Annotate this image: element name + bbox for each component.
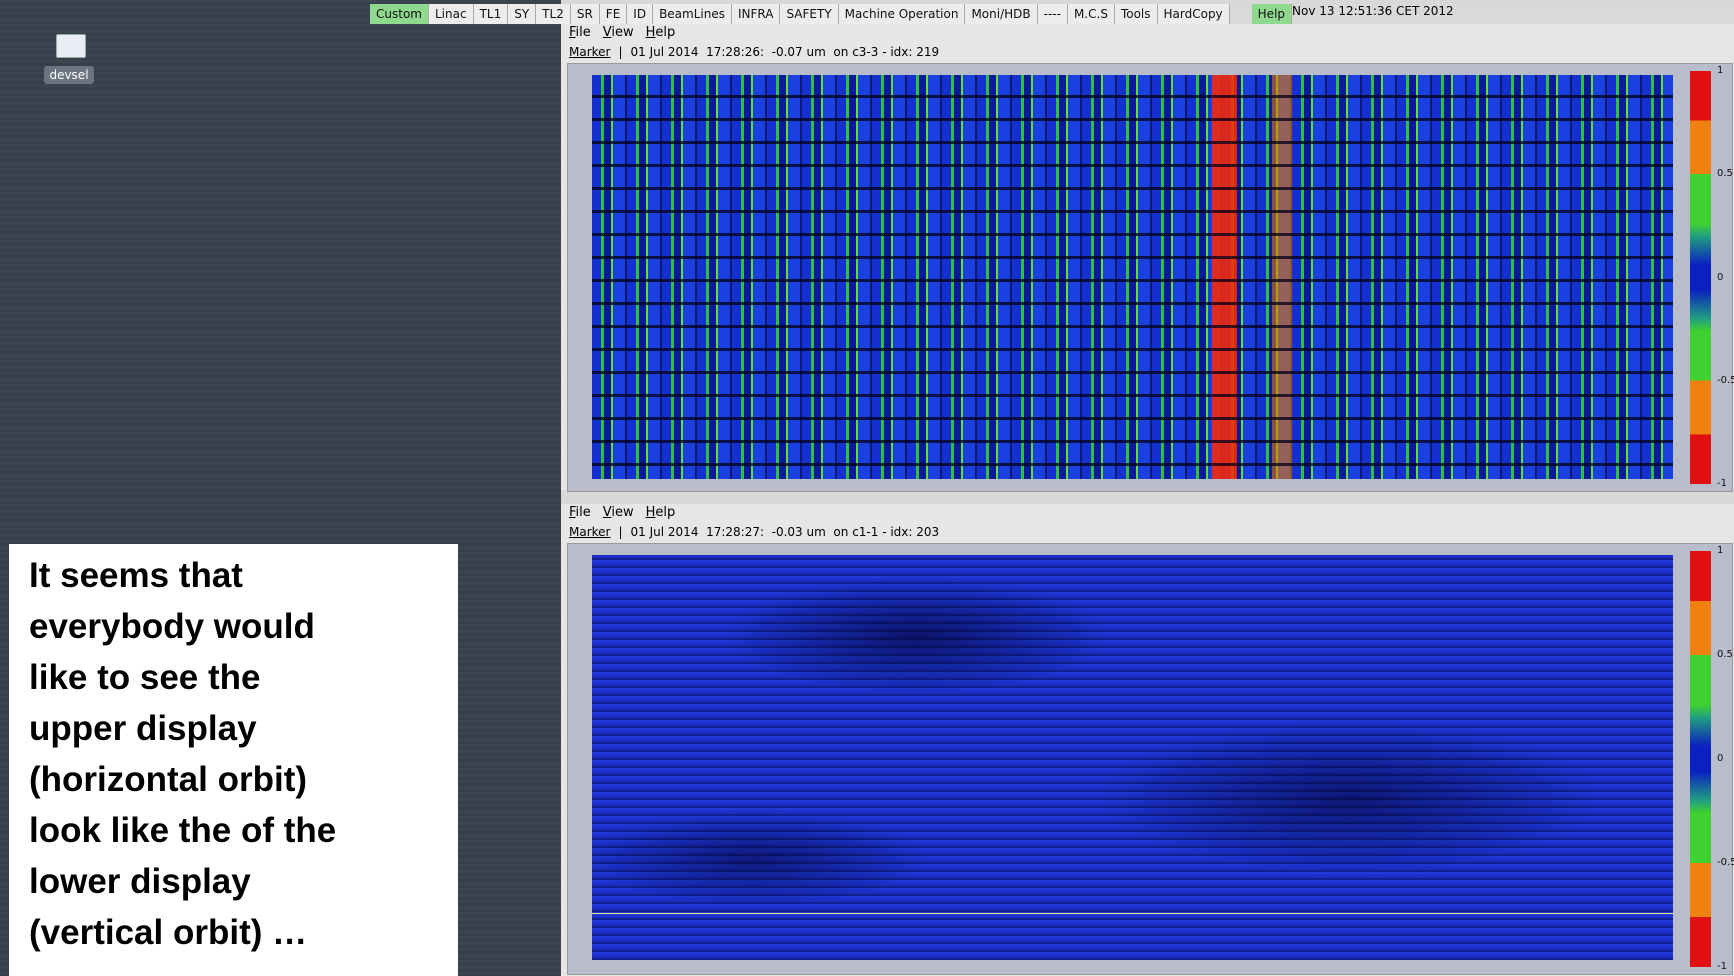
plot-panel: 1 0.5 0 -0.5 -1: [567, 543, 1733, 975]
colorbar-tick-label: -1: [1717, 478, 1727, 489]
toolbar-button[interactable]: M.C.S: [1068, 4, 1115, 24]
menu-item[interactable]: File: [569, 24, 591, 41]
desktop-icon[interactable]: [56, 34, 86, 58]
marker-button[interactable]: Marker: [569, 45, 610, 59]
colorbar: [1690, 71, 1711, 484]
marker-button[interactable]: Marker: [569, 525, 610, 539]
heatmap: [592, 75, 1673, 479]
toolbar-button[interactable]: BeamLines: [653, 4, 732, 24]
marker-status: 01 Jul 2014 17:28:27: -0.03 um on c1-1 -…: [631, 525, 940, 539]
separator: |: [610, 525, 630, 539]
colorbar-tick-label: 0: [1717, 753, 1723, 764]
note-line: lower display: [29, 862, 251, 902]
app-window: File View Help Marker|01 Jul 2014 17:28:27:…: [561, 504, 1734, 976]
menu-bar: File View Help: [569, 504, 675, 521]
toolbar-button[interactable]: Tools: [1115, 4, 1158, 24]
marker-bar: Marker|01 Jul 2014 17:28:26: -0.07 um on…: [569, 44, 939, 61]
toolbar-button[interactable]: ID: [627, 4, 653, 24]
note-line: like to see the: [29, 658, 260, 698]
toolbar-button[interactable]: ----: [1038, 4, 1068, 24]
app-window: File View Help Marker|01 Jul 2014 17:28:26:…: [561, 24, 1734, 490]
colorbar-tick-label: -1: [1717, 961, 1727, 972]
toolbar-button[interactable]: SAFETY: [780, 4, 838, 24]
toolbar-button[interactable]: HardCopy: [1158, 4, 1230, 24]
toolbar-button[interactable]: SY: [508, 4, 536, 24]
colorbar-tick-label: 1: [1717, 65, 1723, 76]
toolbar-button[interactable]: Machine Operation: [839, 4, 966, 24]
marker-line: [592, 913, 1673, 914]
note-line: (vertical orbit) …: [29, 913, 307, 953]
colorbar-tick-label: 0: [1717, 272, 1723, 283]
toolbar-button[interactable]: Moni/HDB: [965, 4, 1037, 24]
heatmap: [592, 555, 1673, 960]
note-line: look like the of the: [29, 811, 336, 851]
note-line: everybody would: [29, 607, 315, 647]
menu-item[interactable]: Help: [646, 504, 676, 521]
menu-bar: File View Help: [569, 24, 675, 41]
toolbar-button[interactable]: TL2: [536, 4, 571, 24]
note-line: (horizontal orbit): [29, 760, 307, 800]
toolbar-button[interactable]: SR: [571, 4, 600, 24]
toolbar-button[interactable]: Help: [1252, 4, 1292, 24]
clock: Nov 13 12:51:36 CET 2012: [1292, 4, 1454, 24]
toolbar-gap: [1230, 4, 1252, 24]
note-line: It seems that: [29, 556, 243, 596]
separator: |: [610, 45, 630, 59]
colorbar-tick-label: -0.5: [1717, 375, 1734, 386]
page: devsel CustomLinacTL1SYTL2SRFEIDBeamLine…: [0, 0, 1734, 976]
colorbar-tick-label: 1: [1717, 545, 1723, 556]
menu-item[interactable]: Help: [646, 24, 676, 41]
note-box: It seems that everybody would like to see …: [9, 544, 458, 976]
toolbar-button[interactable]: TL1: [474, 4, 509, 24]
toolbar-button[interactable]: FE: [600, 4, 627, 24]
colorbar-tick-label: 0.5: [1717, 168, 1733, 179]
marker-status: 01 Jul 2014 17:28:26: -0.07 um on c3-3 -…: [631, 45, 940, 59]
plot-panel: 1 0.5 0 -0.5 -1: [567, 63, 1733, 492]
colorbar: [1690, 551, 1711, 967]
colorbar-tick-label: 0.5: [1717, 649, 1733, 660]
menu-item[interactable]: View: [603, 504, 634, 521]
marker-bar: Marker|01 Jul 2014 17:28:27: -0.03 um on…: [569, 524, 939, 541]
toolbar-button[interactable]: INFRA: [732, 4, 780, 24]
menu-item[interactable]: View: [603, 24, 634, 41]
note-line: upper display: [29, 709, 257, 749]
menu-item[interactable]: File: [569, 504, 591, 521]
icon-label[interactable]: devsel: [44, 66, 94, 84]
toolbar-button[interactable]: Custom: [370, 4, 429, 24]
toolbar-button[interactable]: Linac: [429, 4, 474, 24]
colorbar-tick-label: -0.5: [1717, 857, 1734, 868]
